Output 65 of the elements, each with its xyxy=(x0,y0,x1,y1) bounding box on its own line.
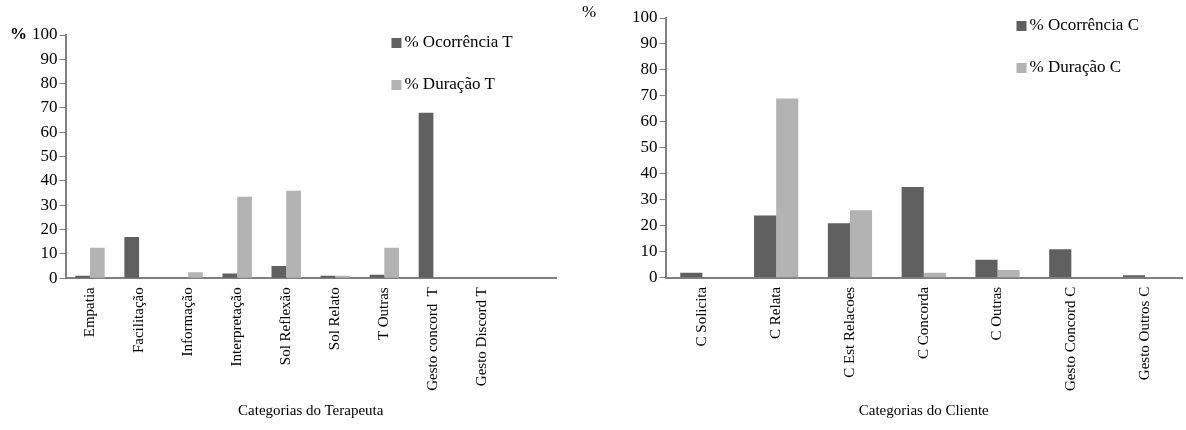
bar xyxy=(849,210,873,278)
legend-label: % Duração C xyxy=(1029,57,1122,77)
y-axis-title: % xyxy=(10,24,27,44)
bar xyxy=(384,247,400,278)
bar xyxy=(997,270,1020,278)
y-tick-label: 70 xyxy=(40,97,58,117)
legend-label: % Duração T xyxy=(404,74,496,94)
bar xyxy=(286,190,301,278)
y-tick-label: 60 xyxy=(40,121,58,141)
bar xyxy=(827,223,850,278)
y-tick-label: 60 xyxy=(640,111,658,131)
y-tick-label: 10 xyxy=(640,241,658,261)
bar xyxy=(124,236,140,278)
y-tick-label: 40 xyxy=(640,163,658,183)
x-tick-label: Sol Relato xyxy=(326,287,343,351)
bar xyxy=(188,272,203,278)
y-tick-label: 50 xyxy=(640,137,658,157)
y-axis-title: % xyxy=(582,2,597,22)
bar xyxy=(754,215,777,278)
bar xyxy=(90,247,105,278)
bar xyxy=(237,196,252,278)
y-tick-label: 20 xyxy=(40,219,58,239)
bar xyxy=(776,98,799,278)
x-tick-label: Gesto Concord C xyxy=(1062,286,1079,392)
y-tick-label: 80 xyxy=(40,73,58,93)
y-tick-label: 90 xyxy=(40,48,58,68)
bar xyxy=(975,259,998,278)
y-tick-label: 90 xyxy=(640,33,658,53)
x-tick-label: T Outras xyxy=(375,287,392,340)
x-tick-label: Empatia xyxy=(80,286,97,338)
y-tick-label: 100 xyxy=(632,7,658,27)
bar xyxy=(418,112,434,278)
y-tick-label: 30 xyxy=(40,194,58,214)
legend-label: % Ocorrência C xyxy=(1029,15,1140,35)
x-tick-label: C Relata xyxy=(767,286,784,339)
bar xyxy=(369,274,385,278)
bar xyxy=(901,186,924,278)
x-tick-label: C Concorda xyxy=(914,286,931,359)
y-tick-label: 40 xyxy=(40,170,58,190)
x-tick-label: C Outras xyxy=(988,286,1005,341)
x-tick-label: C Solicita xyxy=(693,286,710,347)
bar xyxy=(1122,275,1146,278)
y-tick-label: 80 xyxy=(640,59,658,79)
bar xyxy=(222,273,238,278)
x-tick-label: Gesto Discord T xyxy=(473,287,490,387)
legend-label: % Ocorrência T xyxy=(404,32,514,52)
x-axis-title: Categorias do Cliente xyxy=(858,401,990,418)
y-tick-label: 10 xyxy=(40,243,58,263)
y-tick-label: 0 xyxy=(49,267,58,287)
x-tick-label: Gesto Outros C xyxy=(1136,286,1153,381)
y-tick-label: 0 xyxy=(649,267,658,287)
x-axis-title: Categorias do Terapeuta xyxy=(238,401,384,418)
x-tick-label: C Est Relacoes xyxy=(840,286,857,378)
y-tick-label: 30 xyxy=(640,189,658,209)
x-tick-label: Gesto concord T xyxy=(424,287,441,391)
x-tick-label: Sol Reflexão xyxy=(277,287,294,366)
bar xyxy=(271,266,287,278)
x-tick-label: Informação xyxy=(179,287,196,357)
y-tick-label: 70 xyxy=(640,85,658,105)
y-tick-label: 20 xyxy=(640,215,658,235)
y-tick-label: 100 xyxy=(32,24,58,44)
x-tick-label: Interpretação xyxy=(228,287,245,367)
y-tick-label: 50 xyxy=(40,146,58,166)
x-tick-label: Facilitação xyxy=(130,287,147,354)
bar xyxy=(1049,249,1072,278)
